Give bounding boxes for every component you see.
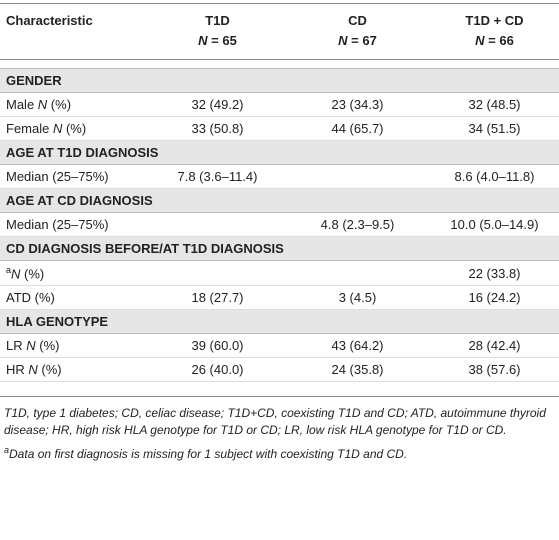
section-title: CD DIAGNOSIS BEFORE/AT T1D DIAGNOSIS [0, 236, 559, 261]
section-row: GENDER [0, 68, 559, 93]
row-label: Median (25–75%) [0, 164, 150, 189]
column-n: N = 67 [338, 33, 377, 48]
column-header: CD N = 67 [285, 4, 430, 60]
section-title: GENDER [0, 68, 559, 93]
cell: 3 (4.5) [285, 285, 430, 311]
label-text: T1D, type 1 diabetes; CD, celiac disease… [4, 406, 546, 438]
column-header: T1D + CD N = 66 [430, 4, 559, 60]
data-row: Median (25–75%) 7.8 (3.6–11.4) 8.6 (4.0–11… [0, 164, 559, 189]
label-text: ATD (%) [6, 290, 55, 306]
section-title: AGE AT T1D DIAGNOSIS [0, 140, 559, 165]
row-label: aN (%) [0, 260, 150, 287]
footnote-marker: a [4, 445, 10, 456]
cell: 4.8 (2.3–9.5) [285, 212, 430, 237]
data-row: LR N (%) 39 (60.0) 43 (64.2) 28 (42.4) [0, 333, 559, 359]
row-label: Median (25–75%) [0, 212, 150, 237]
cell: 28 (42.4) [430, 333, 559, 359]
column-n: N = 66 [475, 33, 514, 48]
data-row: HR N (%) 26 (40.0) 24 (35.8) 38 (57.6) [0, 357, 559, 383]
data-row: aN (%) 22 (33.8) [0, 260, 559, 287]
footnote-marker: a [6, 265, 12, 275]
data-row: Male N (%) 32 (49.2) 23 (34.3) 32 (48.5) [0, 92, 559, 117]
cell: 23 (34.3) [285, 92, 430, 117]
cell: 26 (40.0) [150, 357, 285, 383]
column-header: T1D N = 65 [150, 4, 285, 60]
cell: 32 (49.2) [150, 92, 285, 117]
cell: 34 (51.5) [430, 116, 559, 141]
column-n: N = 65 [198, 33, 237, 48]
cell [285, 260, 430, 287]
header-row: Characteristic T1D N = 65 CD N = 67 T1D + CD N… [0, 4, 559, 60]
cell: 7.8 (3.6–11.4) [150, 164, 285, 189]
label-text: HR N (%) [6, 362, 62, 378]
section-row: HLA GENOTYPE [0, 309, 559, 335]
spacer-row [0, 59, 559, 69]
label-text: Male N (%) [6, 97, 72, 112]
column-name: CD [348, 13, 367, 28]
row-label: ATD (%) [0, 285, 150, 311]
cell: 32 (48.5) [430, 92, 559, 117]
column-name: T1D [205, 13, 230, 28]
cell: 8.6 (4.0–11.8) [430, 164, 559, 189]
cell [150, 212, 285, 237]
section-title: AGE AT CD DIAGNOSIS [0, 188, 559, 213]
section-row: AGE AT T1D DIAGNOSIS [0, 140, 559, 165]
section-title: HLA GENOTYPE [0, 309, 559, 335]
label-text: Female N (%) [6, 121, 87, 136]
cell [150, 260, 285, 287]
row-label: LR N (%) [0, 333, 150, 359]
label-text: N (%) [11, 266, 45, 282]
footnote: T1D, type 1 diabetes; CD, celiac disease… [4, 405, 555, 439]
cell [285, 164, 430, 189]
column-header: Characteristic [6, 13, 93, 28]
label-text: Median (25–75%) [6, 217, 109, 232]
section-row: CD DIAGNOSIS BEFORE/AT T1D DIAGNOSIS [0, 236, 559, 261]
column-name: T1D + CD [465, 13, 524, 28]
label-text: LR N (%) [6, 338, 60, 354]
page: Characteristic T1D N = 65 CD N = 67 T1D + CD N… [0, 3, 559, 540]
cell: 33 (50.8) [150, 116, 285, 141]
row-label: Male N (%) [0, 92, 150, 117]
cell: 39 (60.0) [150, 333, 285, 359]
footnote: aData on first diagnosis is missing for … [4, 442, 555, 463]
cell: 10.0 (5.0–14.9) [430, 212, 559, 237]
label-text: Data on first diagnosis is missing for 1… [9, 447, 408, 462]
label-text: Median (25–75%) [6, 169, 109, 184]
data-row: Female N (%) 33 (50.8) 44 (65.7) 34 (51.5) [0, 116, 559, 141]
data-row: ATD (%) 18 (27.7) 3 (4.5) 16 (24.2) [0, 285, 559, 311]
cell: 43 (64.2) [285, 333, 430, 359]
cell: 38 (57.6) [430, 357, 559, 383]
cell: 16 (24.2) [430, 285, 559, 311]
data-row: Median (25–75%) 4.8 (2.3–9.5) 10.0 (5.0–14… [0, 212, 559, 237]
section-row: AGE AT CD DIAGNOSIS [0, 188, 559, 213]
data-table: Characteristic T1D N = 65 CD N = 67 T1D + CD N… [0, 3, 559, 383]
row-label: Female N (%) [0, 116, 150, 141]
cell: 24 (35.8) [285, 357, 430, 383]
cell: 18 (27.7) [150, 285, 285, 311]
spacer [0, 59, 559, 69]
cell: 44 (65.7) [285, 116, 430, 141]
footnotes: T1D, type 1 diabetes; CD, celiac disease… [0, 396, 559, 463]
row-label: HR N (%) [0, 357, 150, 383]
cell: 22 (33.8) [430, 260, 559, 287]
